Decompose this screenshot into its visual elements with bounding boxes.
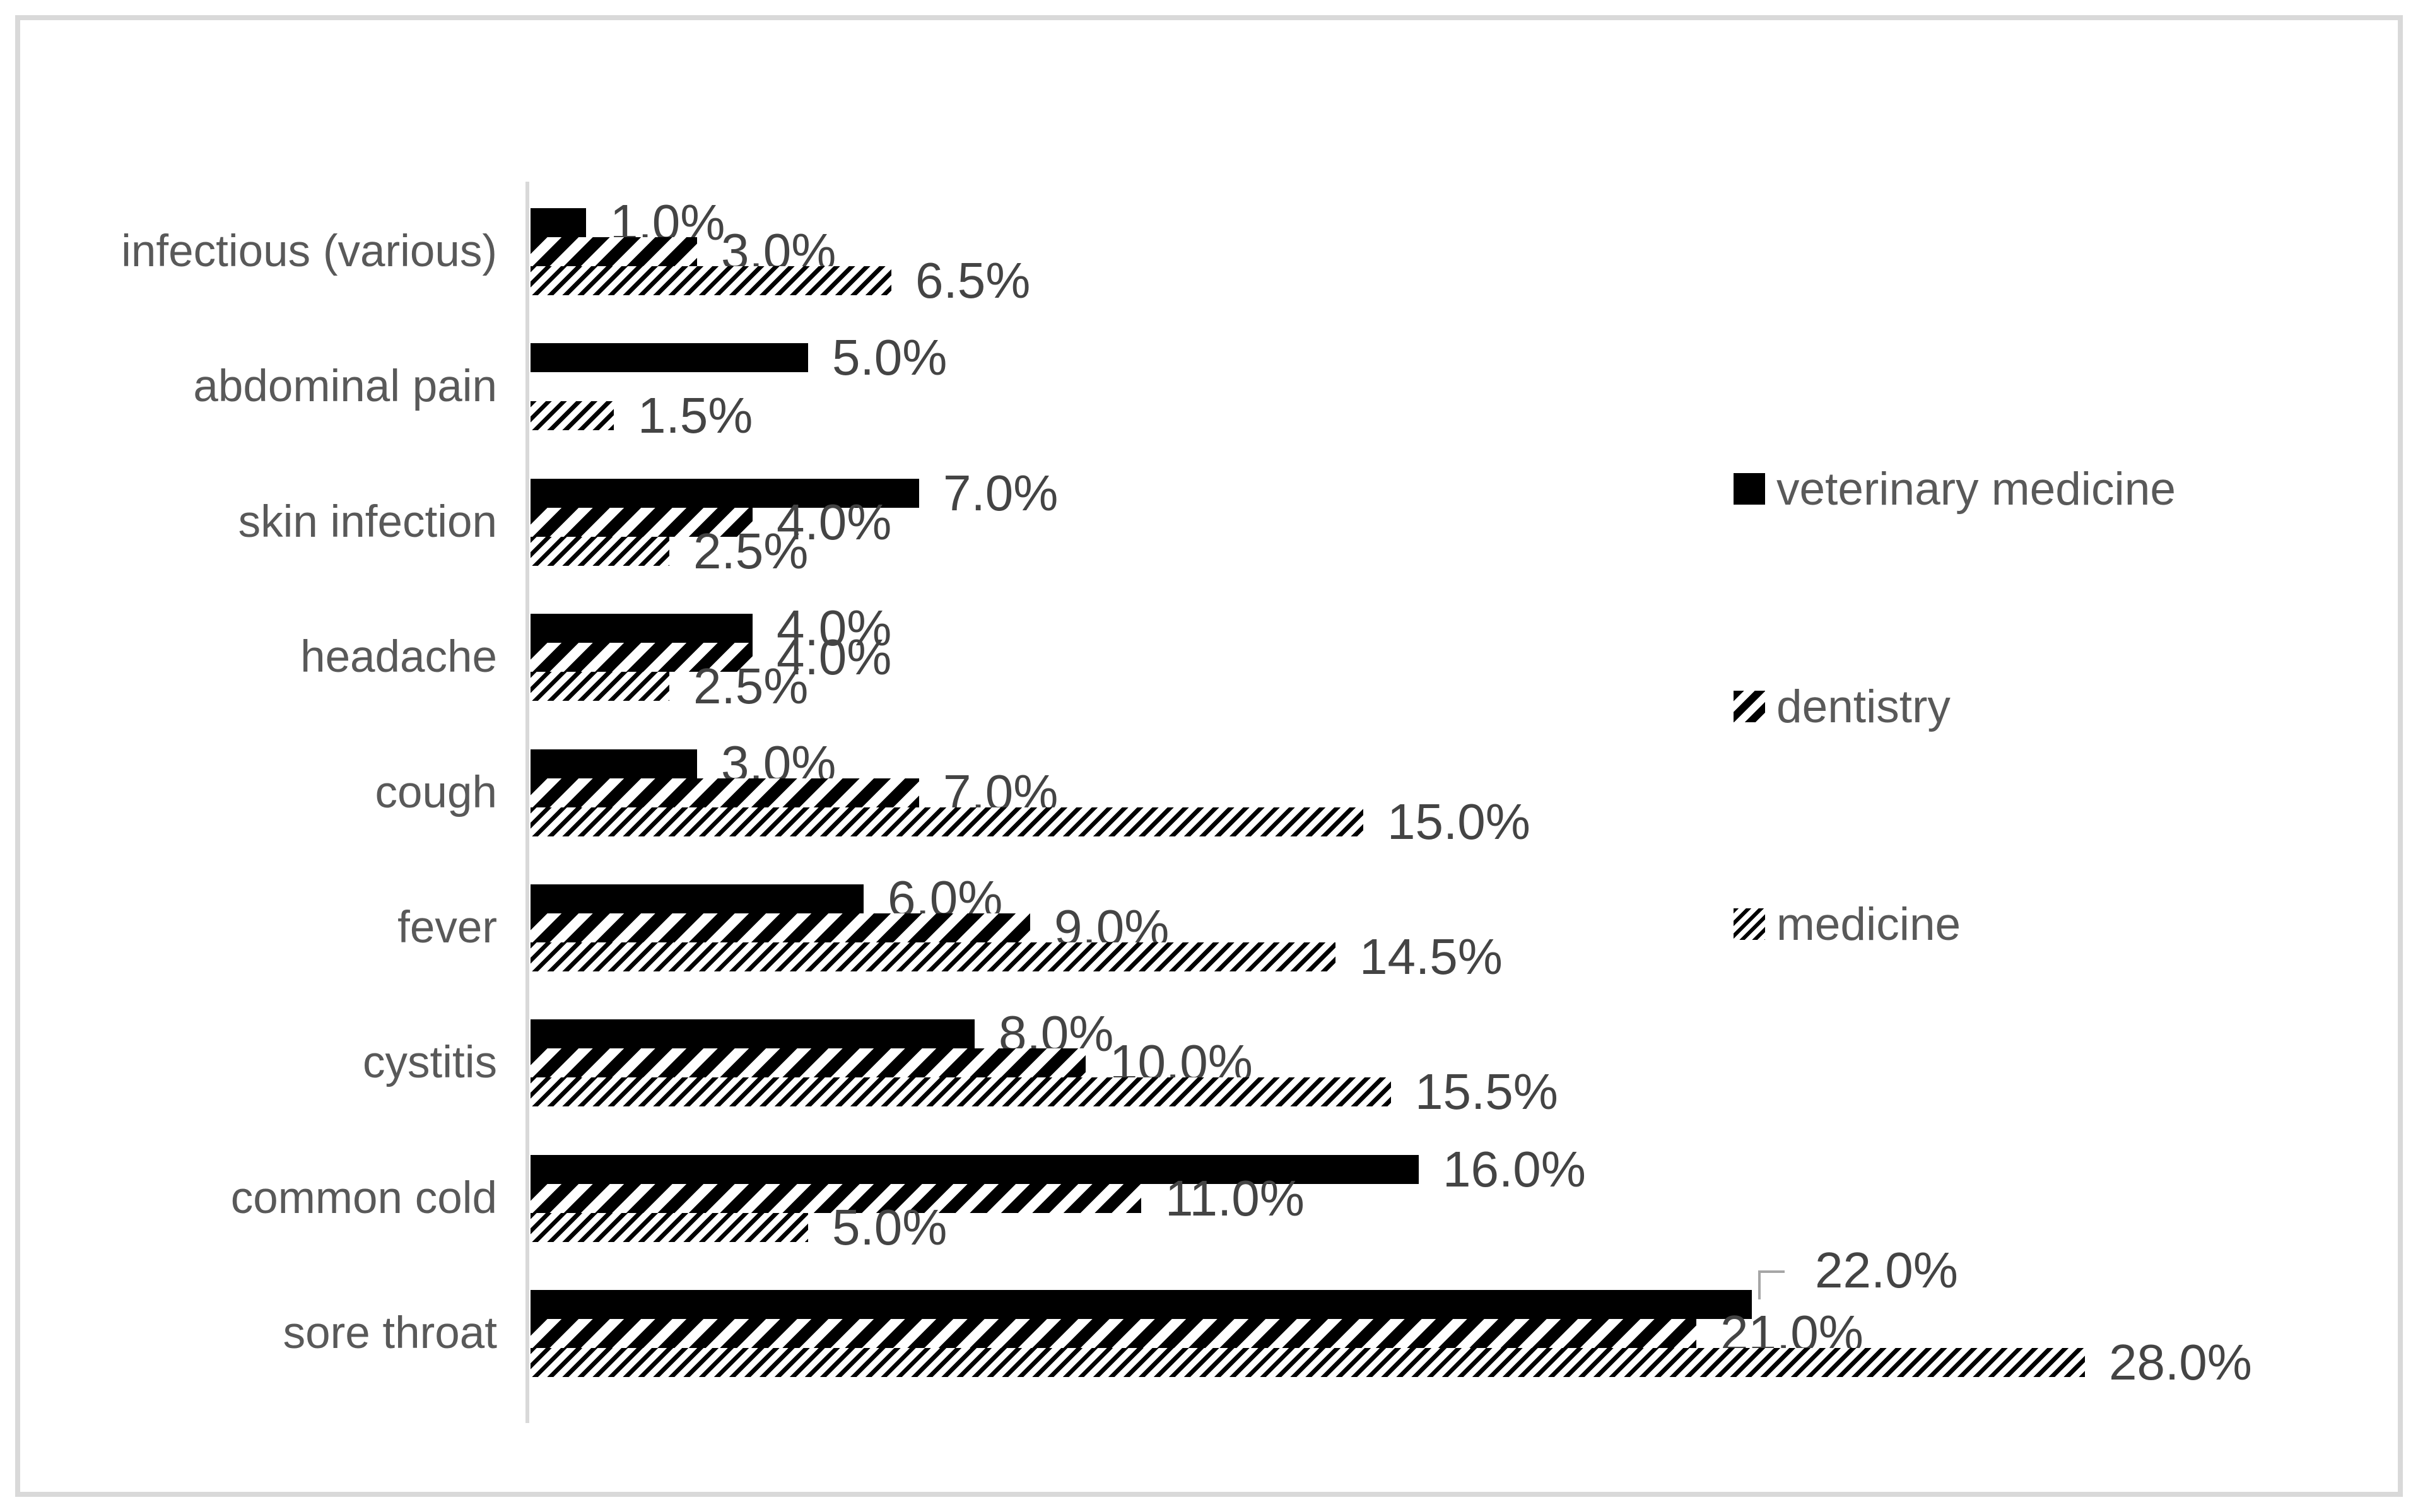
value-label-medicine-infectious-various: 6.5%	[915, 252, 1031, 308]
bar-medicine-cystitis	[531, 1077, 1391, 1107]
category-axis-line	[525, 182, 529, 1423]
legend-label-dentistry: dentistry	[1776, 681, 1951, 732]
value-label-veterinary-medicine-headache: 4.0%	[777, 600, 892, 657]
leader-line-sore-throat	[1758, 1270, 1785, 1300]
category-label-skin-infection: skin infection	[238, 496, 497, 547]
value-label-dentistry-skin-infection: 4.0%	[777, 493, 892, 550]
value-label-veterinary-medicine-common-cold: 16.0%	[1443, 1140, 1586, 1197]
value-label-medicine-common-cold: 5.0%	[832, 1198, 948, 1255]
legend-item-dentistry: dentistry	[1734, 680, 1951, 733]
bar-veterinary-medicine-common-cold	[531, 1154, 1419, 1184]
bar-dentistry-common-cold	[531, 1183, 1141, 1213]
bar-medicine-skin-infection	[531, 536, 669, 566]
bar-dentistry-skin-infection	[531, 507, 753, 537]
bar-veterinary-medicine-cystitis	[531, 1019, 975, 1049]
value-label-medicine-fever: 14.5%	[1359, 929, 1503, 985]
value-label-dentistry-headache: 4.0%	[777, 629, 892, 686]
bar-veterinary-medicine-infectious-various	[531, 208, 586, 237]
bar-medicine-cough	[531, 807, 1363, 836]
bar-medicine-headache	[531, 672, 669, 701]
category-label-headache: headache	[300, 632, 497, 683]
category-label-common-cold: common cold	[230, 1173, 497, 1223]
category-label-fever: fever	[397, 903, 497, 952]
bar-veterinary-medicine-abdominal-pain	[531, 343, 808, 373]
bar-veterinary-medicine-skin-infection	[531, 478, 919, 508]
category-label-infectious-various: infectious (various)	[121, 226, 497, 276]
bar-veterinary-medicine-headache	[531, 614, 753, 643]
category-label-abdominal-pain: abdominal pain	[193, 361, 497, 412]
value-label-medicine-skin-infection: 2.5%	[693, 522, 809, 579]
legend-label-medicine: medicine	[1776, 898, 1961, 950]
bar-dentistry-sore-throat	[531, 1319, 1696, 1349]
legend-swatch-medicine-icon	[1734, 908, 1765, 940]
legend-item-medicine: medicine	[1734, 898, 1961, 951]
bar-medicine-sore-throat	[531, 1348, 2085, 1378]
bar-dentistry-headache	[531, 643, 753, 672]
bar-veterinary-medicine-cough	[531, 749, 697, 778]
bar-medicine-common-cold	[531, 1212, 808, 1242]
value-label-medicine-sore-throat: 28.0%	[2109, 1334, 2252, 1391]
value-label-dentistry-common-cold: 11.0%	[1165, 1169, 1305, 1226]
value-label-medicine-headache: 2.5%	[693, 658, 809, 715]
category-label-sore-throat: sore throat	[283, 1308, 497, 1359]
value-label-medicine-cystitis: 15.5%	[1415, 1064, 1558, 1120]
bar-veterinary-medicine-sore-throat	[531, 1290, 1752, 1320]
bar-medicine-abdominal-pain	[531, 401, 614, 431]
category-label-cough: cough	[375, 767, 497, 818]
legend-label-veterinary-medicine: veterinary medicine	[1776, 463, 2176, 515]
bar-dentistry-infectious-various	[531, 237, 697, 266]
value-label-medicine-abdominal-pain: 1.5%	[638, 387, 753, 444]
value-label-veterinary-medicine-abdominal-pain: 5.0%	[832, 329, 948, 386]
bar-medicine-infectious-various	[531, 266, 891, 295]
value-label-veterinary-medicine-skin-infection: 7.0%	[943, 464, 1059, 521]
bar-medicine-fever	[531, 942, 1335, 971]
legend-swatch-dentistry-icon	[1734, 691, 1765, 722]
legend-item-veterinary-medicine: veterinary medicine	[1734, 462, 2176, 515]
bar-dentistry-cough	[531, 778, 919, 807]
bar-dentistry-fever	[531, 913, 1030, 942]
bar-dentistry-cystitis	[531, 1048, 1086, 1078]
category-label-cystitis: cystitis	[363, 1038, 497, 1088]
value-label-medicine-cough: 15.0%	[1387, 793, 1530, 850]
legend-swatch-veterinary-medicine-icon	[1734, 473, 1765, 505]
bar-veterinary-medicine-fever	[531, 884, 864, 913]
value-label-veterinary-medicine-sore-throat: 22.0%	[1815, 1242, 1958, 1299]
